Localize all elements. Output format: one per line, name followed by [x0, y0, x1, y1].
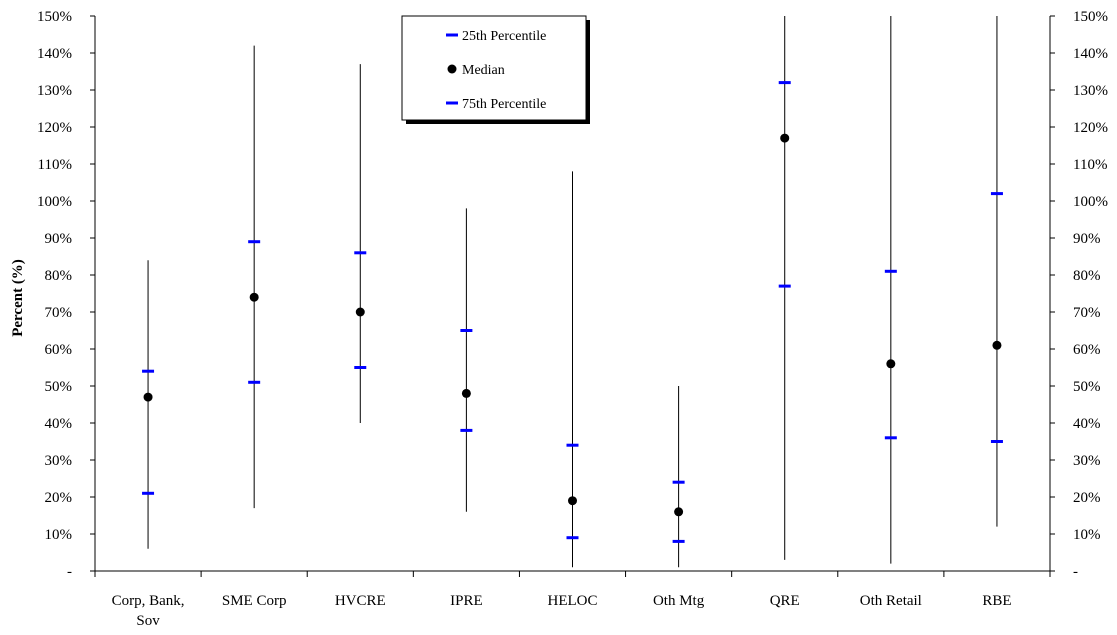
- median-point: [143, 392, 153, 402]
- median-point: [568, 496, 577, 506]
- left-y-tick-label: 100%: [37, 194, 72, 210]
- right-y-tick-label: 120%: [1073, 120, 1108, 136]
- left-y-tick-label: 10%: [45, 527, 73, 543]
- right-y-tick-label: -: [1073, 564, 1078, 580]
- axes: [94, 16, 1051, 572]
- right-y-tick-label: 50%: [1073, 379, 1101, 395]
- x-category-label: HELOC: [548, 593, 598, 609]
- left-y-tick-label: 130%: [37, 83, 72, 99]
- left-y-ticks: - 10% 20% 30% 40% 50% 60% 70% 80% 90% 100% 110% 120%…: [37, 9, 95, 580]
- median-point: [886, 359, 896, 369]
- right-y-tick-label: 140%: [1073, 46, 1108, 62]
- right-y-tick-label: 10%: [1073, 527, 1101, 543]
- right-y-tick-label: 30%: [1073, 453, 1101, 469]
- legend: 25th Percentile Median 75th Percentile: [401, 15, 590, 124]
- median-point: [249, 292, 259, 302]
- x-category-label: IPRE: [450, 593, 483, 609]
- median-point: [780, 133, 790, 143]
- right-y-tick-label: 80%: [1073, 268, 1101, 284]
- left-y-tick-label: 90%: [45, 231, 73, 247]
- right-y-tick-label: 150%: [1073, 9, 1108, 25]
- legend-label-25th: 25th Percentile: [462, 29, 546, 44]
- left-y-tick-label: 40%: [45, 416, 73, 432]
- left-y-tick-label: 80%: [45, 268, 73, 284]
- median-point: [674, 507, 684, 517]
- median-point: [355, 307, 365, 317]
- legend-swatch-median: [447, 64, 457, 74]
- left-y-tick-label: 140%: [37, 46, 72, 62]
- right-y-tick-label: 60%: [1073, 342, 1101, 358]
- x-ticks: Corp, Bank, Sov SME Corp HVCRE IPRE HELOC Oth …: [94, 571, 1051, 629]
- x-category-label: Sov: [136, 613, 160, 629]
- x-category-label: RBE: [982, 593, 1011, 609]
- y-axis-title: Percent (%): [10, 259, 26, 337]
- right-y-tick-label: 40%: [1073, 416, 1101, 432]
- x-category-label: SME Corp: [222, 593, 287, 609]
- x-category-label: QRE: [770, 593, 800, 609]
- legend-label-median: Median: [462, 63, 505, 78]
- x-category-label: Oth Retail: [860, 593, 922, 609]
- right-y-ticks: - 10% 20% 30% 40% 50% 60% 70% 80% 90% 100% 110% 120%…: [1050, 9, 1108, 580]
- right-y-tick-label: 130%: [1073, 83, 1108, 99]
- left-y-tick-label: 110%: [38, 157, 72, 173]
- x-category-label: Oth Mtg: [653, 593, 705, 609]
- markers: [142, 81, 1003, 543]
- x-category-label: HVCRE: [335, 593, 386, 609]
- left-y-tick-label: 70%: [45, 305, 73, 321]
- right-y-tick-label: 90%: [1073, 231, 1101, 247]
- range-lines: [147, 16, 998, 568]
- left-y-tick-label: 50%: [45, 379, 73, 395]
- left-y-tick-label: 60%: [45, 342, 73, 358]
- left-y-tick-label: 20%: [45, 490, 73, 506]
- left-y-tick-label: 150%: [37, 9, 72, 25]
- left-y-tick-label: 30%: [45, 453, 73, 469]
- right-y-tick-label: 100%: [1073, 194, 1108, 210]
- right-y-tick-label: 20%: [1073, 490, 1101, 506]
- median-point: [461, 388, 471, 398]
- median-point: [992, 340, 1002, 350]
- right-y-tick-label: 70%: [1073, 305, 1101, 321]
- x-category-label: Corp, Bank,: [112, 593, 185, 609]
- left-y-tick-label: 120%: [37, 120, 72, 136]
- right-y-tick-label: 110%: [1073, 157, 1107, 173]
- left-y-tick-label: -: [67, 564, 72, 580]
- legend-label-75th: 75th Percentile: [462, 97, 546, 112]
- legend-box: [401, 15, 587, 121]
